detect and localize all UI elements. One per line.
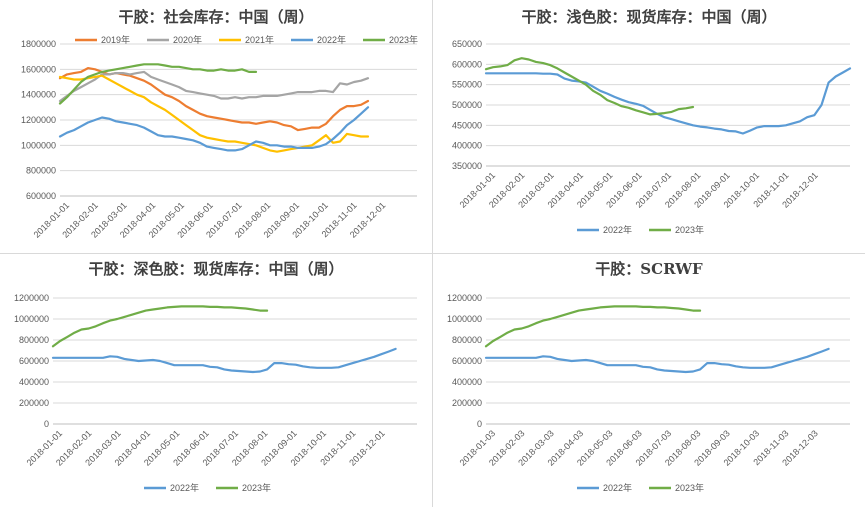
chart-panel-light-rubber: 干胶：浅色胶：现货库存：中国（周） 350000 400000 450000 50000… [433,0,865,253]
legend-item: 2021年 [219,34,274,45]
series-line-2023 [58,63,258,105]
y-tick-label: 200000 [452,398,482,408]
legend-label: 2020年 [173,34,202,45]
series-line-2021 [58,74,370,153]
y-tick-label: 1000000 [14,314,49,324]
legend-label: 2021年 [245,34,274,45]
y-tick-label: 1800000 [21,39,56,49]
series-line-2023 [484,305,702,348]
chart-title: 干胶：深色胶：现货库存：中国（周） [88,260,343,278]
chart-title: 干胶：浅色胶：现货库存：中国（周） [521,8,776,26]
legend-label: 2022年 [603,482,632,493]
series-line-2022 [58,106,370,152]
legend-item: 2022年 [144,482,199,493]
y-tick-label: 650000 [452,39,482,49]
legend-item: 2023年 [649,482,704,493]
legend-label: 2022年 [317,34,346,45]
chart-panel-dark-rubber: 干胶：深色胶：现货库存：中国（周） 0 200000 400000 600000 8000… [0,254,432,507]
y-tick-label: 400000 [452,377,482,387]
y-tick-label: 1200000 [447,293,482,303]
chart-panel-scrwf: 干胶：SCRWF 0 200000 400000 600000 800000 1000000… [433,254,865,507]
legend-label: 2023年 [675,482,704,493]
legend-item: 2022年 [577,224,632,235]
y-tick-label: 600000 [26,191,56,201]
y-tick-label: 450000 [452,120,482,130]
series-line-2023 [51,305,269,348]
legend-item: 2023年 [649,224,704,235]
y-tick-label: 1000000 [447,314,482,324]
y-tick-label: 1400000 [21,90,56,100]
y-tick-label: 800000 [452,335,482,345]
legend-label: 2023年 [242,482,271,493]
y-tick-label: 550000 [452,80,482,90]
y-tick-label: 1200000 [21,115,56,125]
chart-social-inventory: 干胶：社会库存：中国（周） 600000 800000 1000000 1200000 1… [21,8,418,240]
legend-item: 2019年 [75,34,130,45]
y-tick-label: 350000 [452,161,482,171]
chart-panel-social-inventory: 干胶：社会库存：中国（周） 600000 800000 1000000 1200000 1… [0,0,432,253]
series-line-2023 [484,57,695,116]
legend-item: 2020年 [147,34,202,45]
y-tick-label: 600000 [452,59,482,69]
chart-scrwf: 干胶：SCRWF 0 200000 400000 600000 800000 1000000… [447,260,850,493]
y-tick-label: 800000 [19,335,49,345]
y-tick-label: 800000 [26,166,56,176]
y-tick-label: 1200000 [14,293,49,303]
y-tick-label: 0 [44,419,49,429]
chart-dark-rubber: 干胶：深色胶：现货库存：中国（周） 0 200000 400000 600000 8000… [14,260,417,493]
panel-divider-horizontal [0,253,865,254]
y-tick-label: 400000 [19,377,49,387]
legend-label: 2022年 [603,224,632,235]
legend-item: 2022年 [577,482,632,493]
series-line-2020 [58,70,370,103]
y-tick-label: 500000 [452,100,482,110]
y-tick-label: 200000 [19,398,49,408]
legend-label: 2022年 [170,482,199,493]
chart-light-rubber: 干胶：浅色胶：现货库存：中国（周） 350000 400000 450000 50000… [452,8,852,235]
legend-item: 2022年 [291,34,346,45]
legend-item: 2023年 [216,482,271,493]
y-tick-label: 1600000 [21,64,56,74]
y-tick-label: 600000 [452,356,482,366]
chart-title: 干胶：社会库存：中国（周） [118,8,313,26]
y-tick-label: 600000 [19,356,49,366]
series-line-2022 [484,347,830,374]
chart-title: 干胶：SCRWF [595,260,703,278]
y-tick-label: 1000000 [21,140,56,150]
legend-item: 2023年 [363,34,418,45]
series-line-2022 [51,347,397,374]
legend-label: 2023年 [389,34,418,45]
legend-label: 2019年 [101,34,130,45]
series-line-2022 [484,67,852,135]
y-tick-label: 400000 [452,141,482,151]
legend-label: 2023年 [675,224,704,235]
y-tick-label: 0 [477,419,482,429]
